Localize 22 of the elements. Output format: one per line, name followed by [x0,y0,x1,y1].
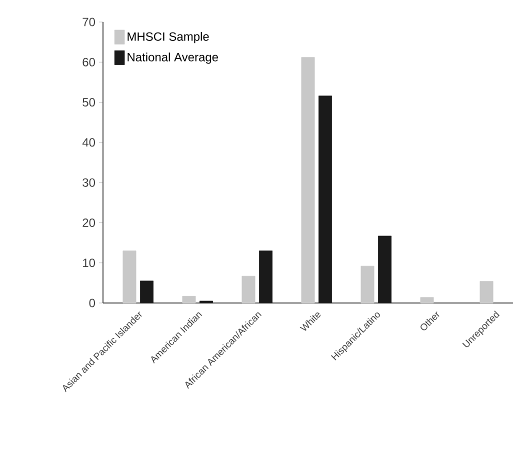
y-tick-label: 70 [82,18,96,26]
y-tick-label: 20 [82,218,96,227]
bar [259,250,272,304]
bar [318,96,332,304]
bar [182,296,196,304]
legend-label: MHSCI Sample [128,32,209,44]
y-tick-label: 0 [89,298,96,308]
bar [420,297,434,304]
bar [301,57,315,304]
bar [200,300,213,304]
legend-label: National Average [128,52,218,64]
bar [242,276,256,304]
y-tick-label: 50 [82,98,96,107]
bar [140,280,154,304]
bar [480,281,494,304]
bar [122,250,136,304]
y-tick-label: 40 [82,138,96,147]
y-tick-label: 30 [82,178,96,187]
y-tick-label: 10 [83,258,96,268]
bar [360,266,374,304]
y-tick-label: 60 [82,58,96,66]
bar [378,236,392,304]
